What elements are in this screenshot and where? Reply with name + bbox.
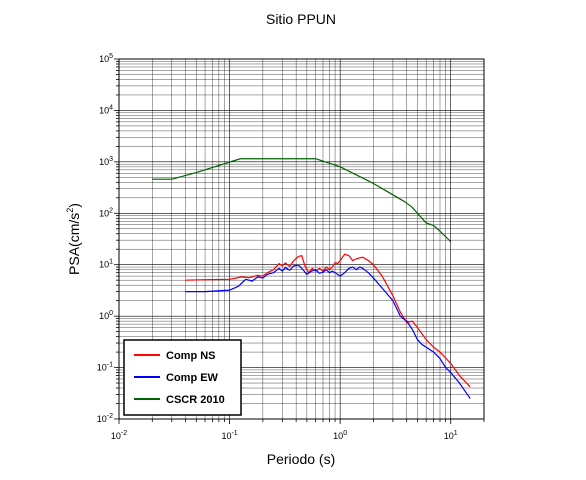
series-layer: [152, 158, 471, 399]
plot-frame: [118, 58, 485, 420]
x-tick-label: 10-1: [221, 430, 237, 441]
y-tick-label: 10-2: [97, 413, 113, 424]
y-tick-labels: 10-2 10-1 100 101 102 103 104 105: [97, 53, 113, 424]
series-line-cscr-2010: [152, 158, 452, 243]
x-axis-label: Periodo (s): [267, 451, 335, 467]
legend-label: Comp NS: [166, 350, 216, 362]
legend-label: Comp EW: [166, 372, 219, 384]
y-tick-label: 101: [99, 259, 113, 270]
series-line-comp-ew: [185, 264, 471, 399]
legend: Comp NS Comp EW CSCR 2010: [123, 339, 242, 416]
y-tick-label: 10-1: [97, 362, 113, 373]
y-tick-label: 105: [99, 53, 113, 64]
y-tick-label: 103: [99, 156, 113, 167]
y-tick-label: 102: [99, 207, 113, 218]
x-tick-labels: 10-2 10-1 100 101: [111, 430, 458, 441]
chart-title: Sitio PPUN: [266, 11, 336, 27]
grid-lines: [118, 58, 485, 420]
y-tick-label: 104: [99, 104, 113, 115]
x-tick-label: 100: [333, 430, 347, 441]
x-tick-label: 10-2: [111, 430, 127, 441]
y-axis-label: PSA(cm/s2): [65, 203, 82, 275]
tick-marks: [114, 58, 485, 424]
y-tick-label: 100: [99, 310, 113, 321]
x-tick-label: 101: [444, 430, 458, 441]
legend-label: CSCR 2010: [166, 394, 225, 406]
